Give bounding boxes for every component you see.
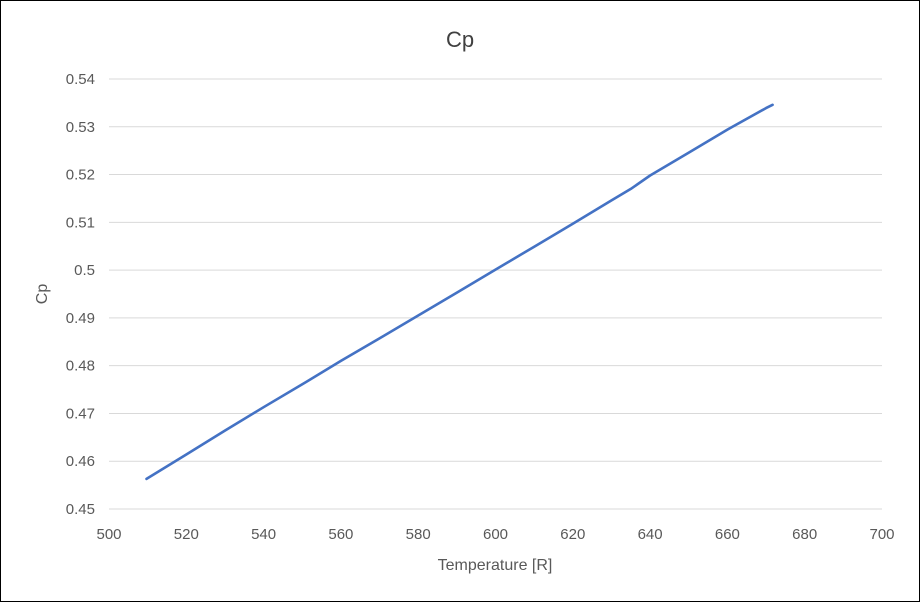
y-tick-label: 0.45 (66, 501, 95, 518)
x-tick-label: 660 (715, 526, 740, 543)
chart-title: Cp (446, 27, 474, 52)
x-tick-label: 580 (406, 526, 431, 543)
x-tick-label: 560 (328, 526, 353, 543)
grid-lines (109, 78, 882, 510)
y-tick-label: 0.47 (66, 405, 95, 422)
x-axis-title: Temperature [R] (438, 557, 553, 574)
x-tick-label: 500 (96, 526, 121, 543)
y-tick-label: 0.49 (66, 310, 95, 327)
y-tick-label: 0.5 (74, 262, 95, 279)
y-tick-label: 0.53 (66, 119, 95, 136)
x-tick-label: 700 (869, 526, 894, 543)
x-tick-label: 640 (638, 526, 663, 543)
series-line (145, 103, 774, 481)
y-tick-label: 0.51 (66, 214, 95, 231)
x-tick-label: 540 (251, 526, 276, 543)
y-tick-labels: 0.45 0.46 0.47 0.48 0.49 0.5 0.51 0.52 0.53 0.54 (66, 71, 95, 518)
y-axis-title: Cp (34, 284, 51, 305)
series-group (145, 103, 774, 481)
x-tick-label: 680 (792, 526, 817, 543)
y-tick-label: 0.48 (66, 358, 95, 375)
x-tick-label: 520 (174, 526, 199, 543)
x-tick-labels: 500 520 540 560 580 600 620 640 660 680 700 (96, 526, 894, 543)
x-tick-label: 620 (560, 526, 585, 543)
y-tick-label: 0.54 (66, 71, 95, 88)
y-tick-label: 0.46 (66, 453, 95, 470)
y-tick-label: 0.52 (66, 167, 95, 184)
x-tick-label: 600 (483, 526, 508, 543)
